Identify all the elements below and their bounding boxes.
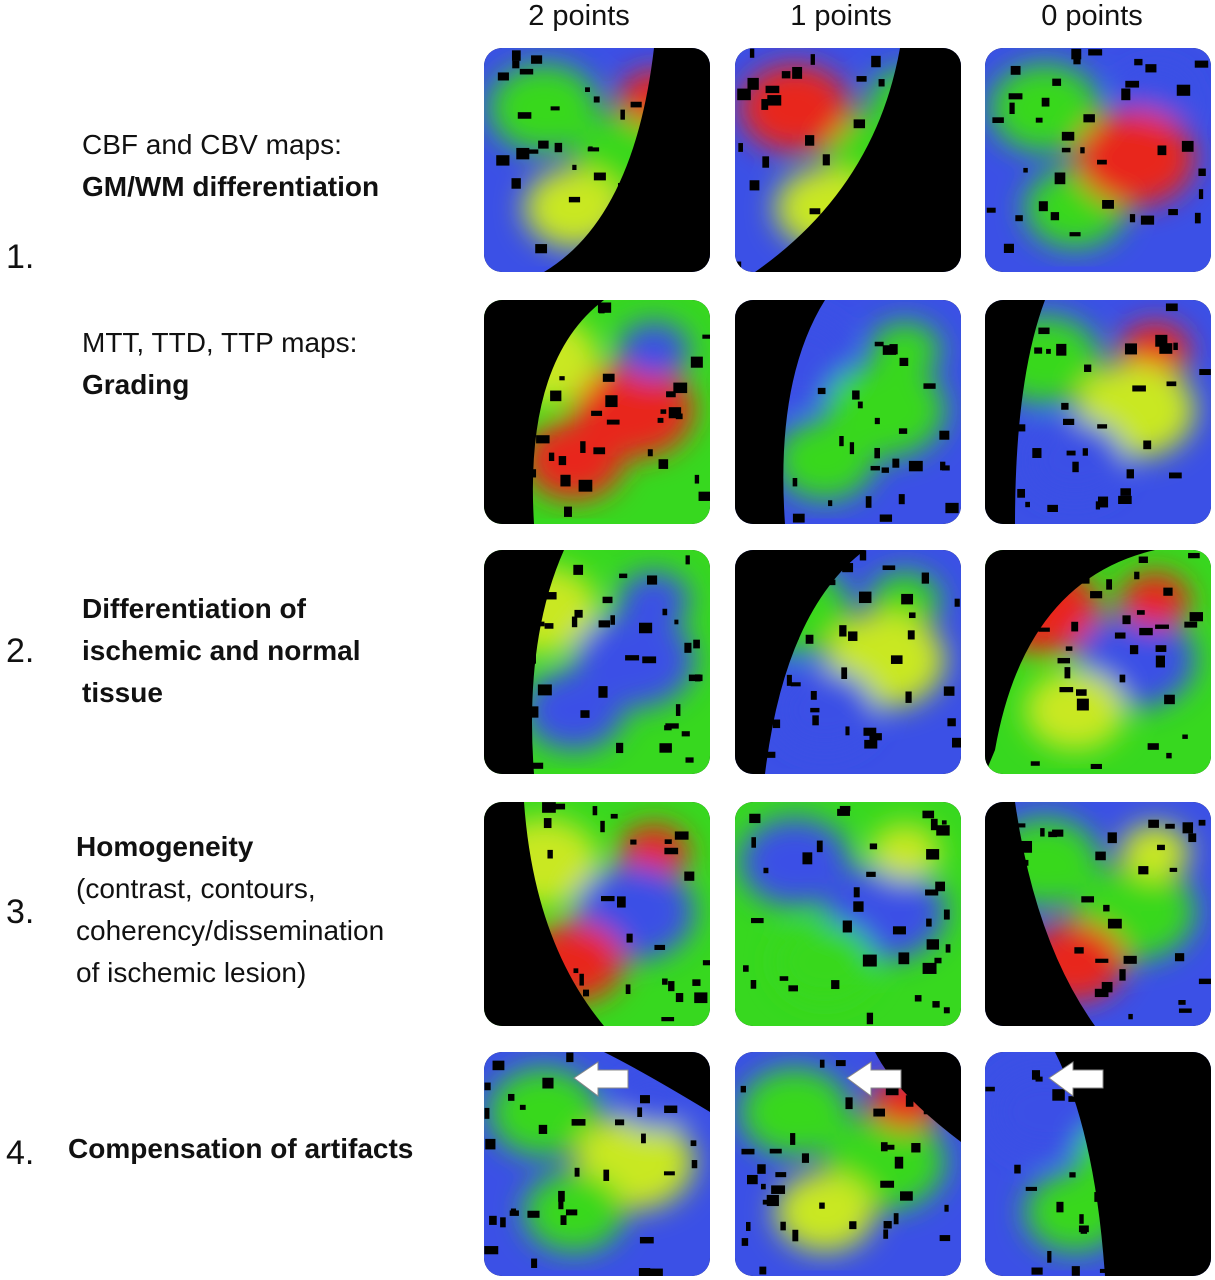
perfusion-map-differentiation-1-points: [735, 550, 961, 774]
criterion-line: coherency/dissemination: [76, 915, 385, 946]
column-header-2-points: 2 points: [528, 0, 630, 32]
row-number-4: 4.: [6, 1134, 35, 1172]
white-arrow-icon: [1048, 1061, 1104, 1097]
criterion-title: Homogeneity: [76, 831, 254, 862]
criterion-label-homogeneity: Homogeneity (contrast, contours, coheren…: [76, 826, 384, 994]
perfusion-map-artifacts-2-points: [484, 1052, 710, 1276]
criterion-title: Compensation of artifacts: [68, 1133, 414, 1164]
criterion-title: Grading: [82, 369, 190, 400]
criterion-label-mtt-ttd-ttp: MTT, TTD, TTP maps: Grading: [82, 322, 357, 406]
criterion-title: Differentiation of: [82, 593, 306, 624]
criterion-title: ischemic and normal: [82, 635, 361, 666]
perfusion-map-image: [985, 300, 1211, 524]
perfusion-map-image: [735, 802, 961, 1026]
criterion-line: of ischemic lesion): [76, 957, 307, 988]
perfusion-map-image: [484, 48, 710, 272]
perfusion-map-differentiation-0-points: [985, 550, 1211, 774]
perfusion-map-differentiation-2-points: [484, 550, 710, 774]
row-number-3: 3.: [6, 893, 35, 931]
perfusion-map-homogeneity-0-points: [985, 802, 1211, 1026]
perfusion-map-image: [985, 802, 1211, 1026]
perfusion-map-cbf-cbv-1-points: [735, 48, 961, 272]
criterion-line: (contrast, contours,: [76, 873, 316, 904]
row-number-2: 2.: [6, 632, 35, 670]
criterion-title: tissue: [82, 677, 163, 708]
row-number-1: 1.: [6, 238, 35, 276]
perfusion-map-image: [735, 1052, 961, 1276]
perfusion-map-image: [484, 300, 710, 524]
perfusion-map-image: [735, 300, 961, 524]
criterion-line: MTT, TTD, TTP maps:: [82, 327, 358, 358]
criterion-label-differentiation: Differentiation of ischemic and normal t…: [82, 588, 361, 714]
criterion-label-cbf-cbv: CBF and CBV maps: GM/WM differentiation: [82, 124, 379, 208]
perfusion-map-artifacts-1-points: [735, 1052, 961, 1276]
perfusion-map-mtt-ttd-ttp-2-points: [484, 300, 710, 524]
perfusion-map-image: [985, 48, 1211, 272]
perfusion-map-cbf-cbv-0-points: [985, 48, 1211, 272]
perfusion-map-image: [484, 550, 710, 774]
perfusion-map-artifacts-0-points: [985, 1052, 1211, 1276]
perfusion-map-mtt-ttd-ttp-1-points: [735, 300, 961, 524]
perfusion-map-image: [735, 550, 961, 774]
perfusion-map-image: [484, 1052, 710, 1276]
white-arrow-icon: [573, 1061, 629, 1097]
perfusion-map-cbf-cbv-2-points: [484, 48, 710, 272]
perfusion-map-mtt-ttd-ttp-0-points: [985, 300, 1211, 524]
perfusion-map-image: [735, 48, 961, 272]
criterion-label-artifacts: Compensation of artifacts: [68, 1128, 413, 1170]
criterion-line: CBF and CBV maps:: [82, 129, 342, 160]
perfusion-map-homogeneity-1-points: [735, 802, 961, 1026]
perfusion-map-image: [985, 1052, 1211, 1276]
perfusion-map-image: [484, 802, 710, 1026]
criterion-title: GM/WM differentiation: [82, 171, 380, 202]
perfusion-map-homogeneity-2-points: [484, 802, 710, 1026]
column-header-1-points: 1 points: [790, 0, 892, 32]
white-arrow-icon: [846, 1061, 902, 1097]
perfusion-map-image: [985, 550, 1211, 774]
column-header-0-points: 0 points: [1041, 0, 1143, 32]
